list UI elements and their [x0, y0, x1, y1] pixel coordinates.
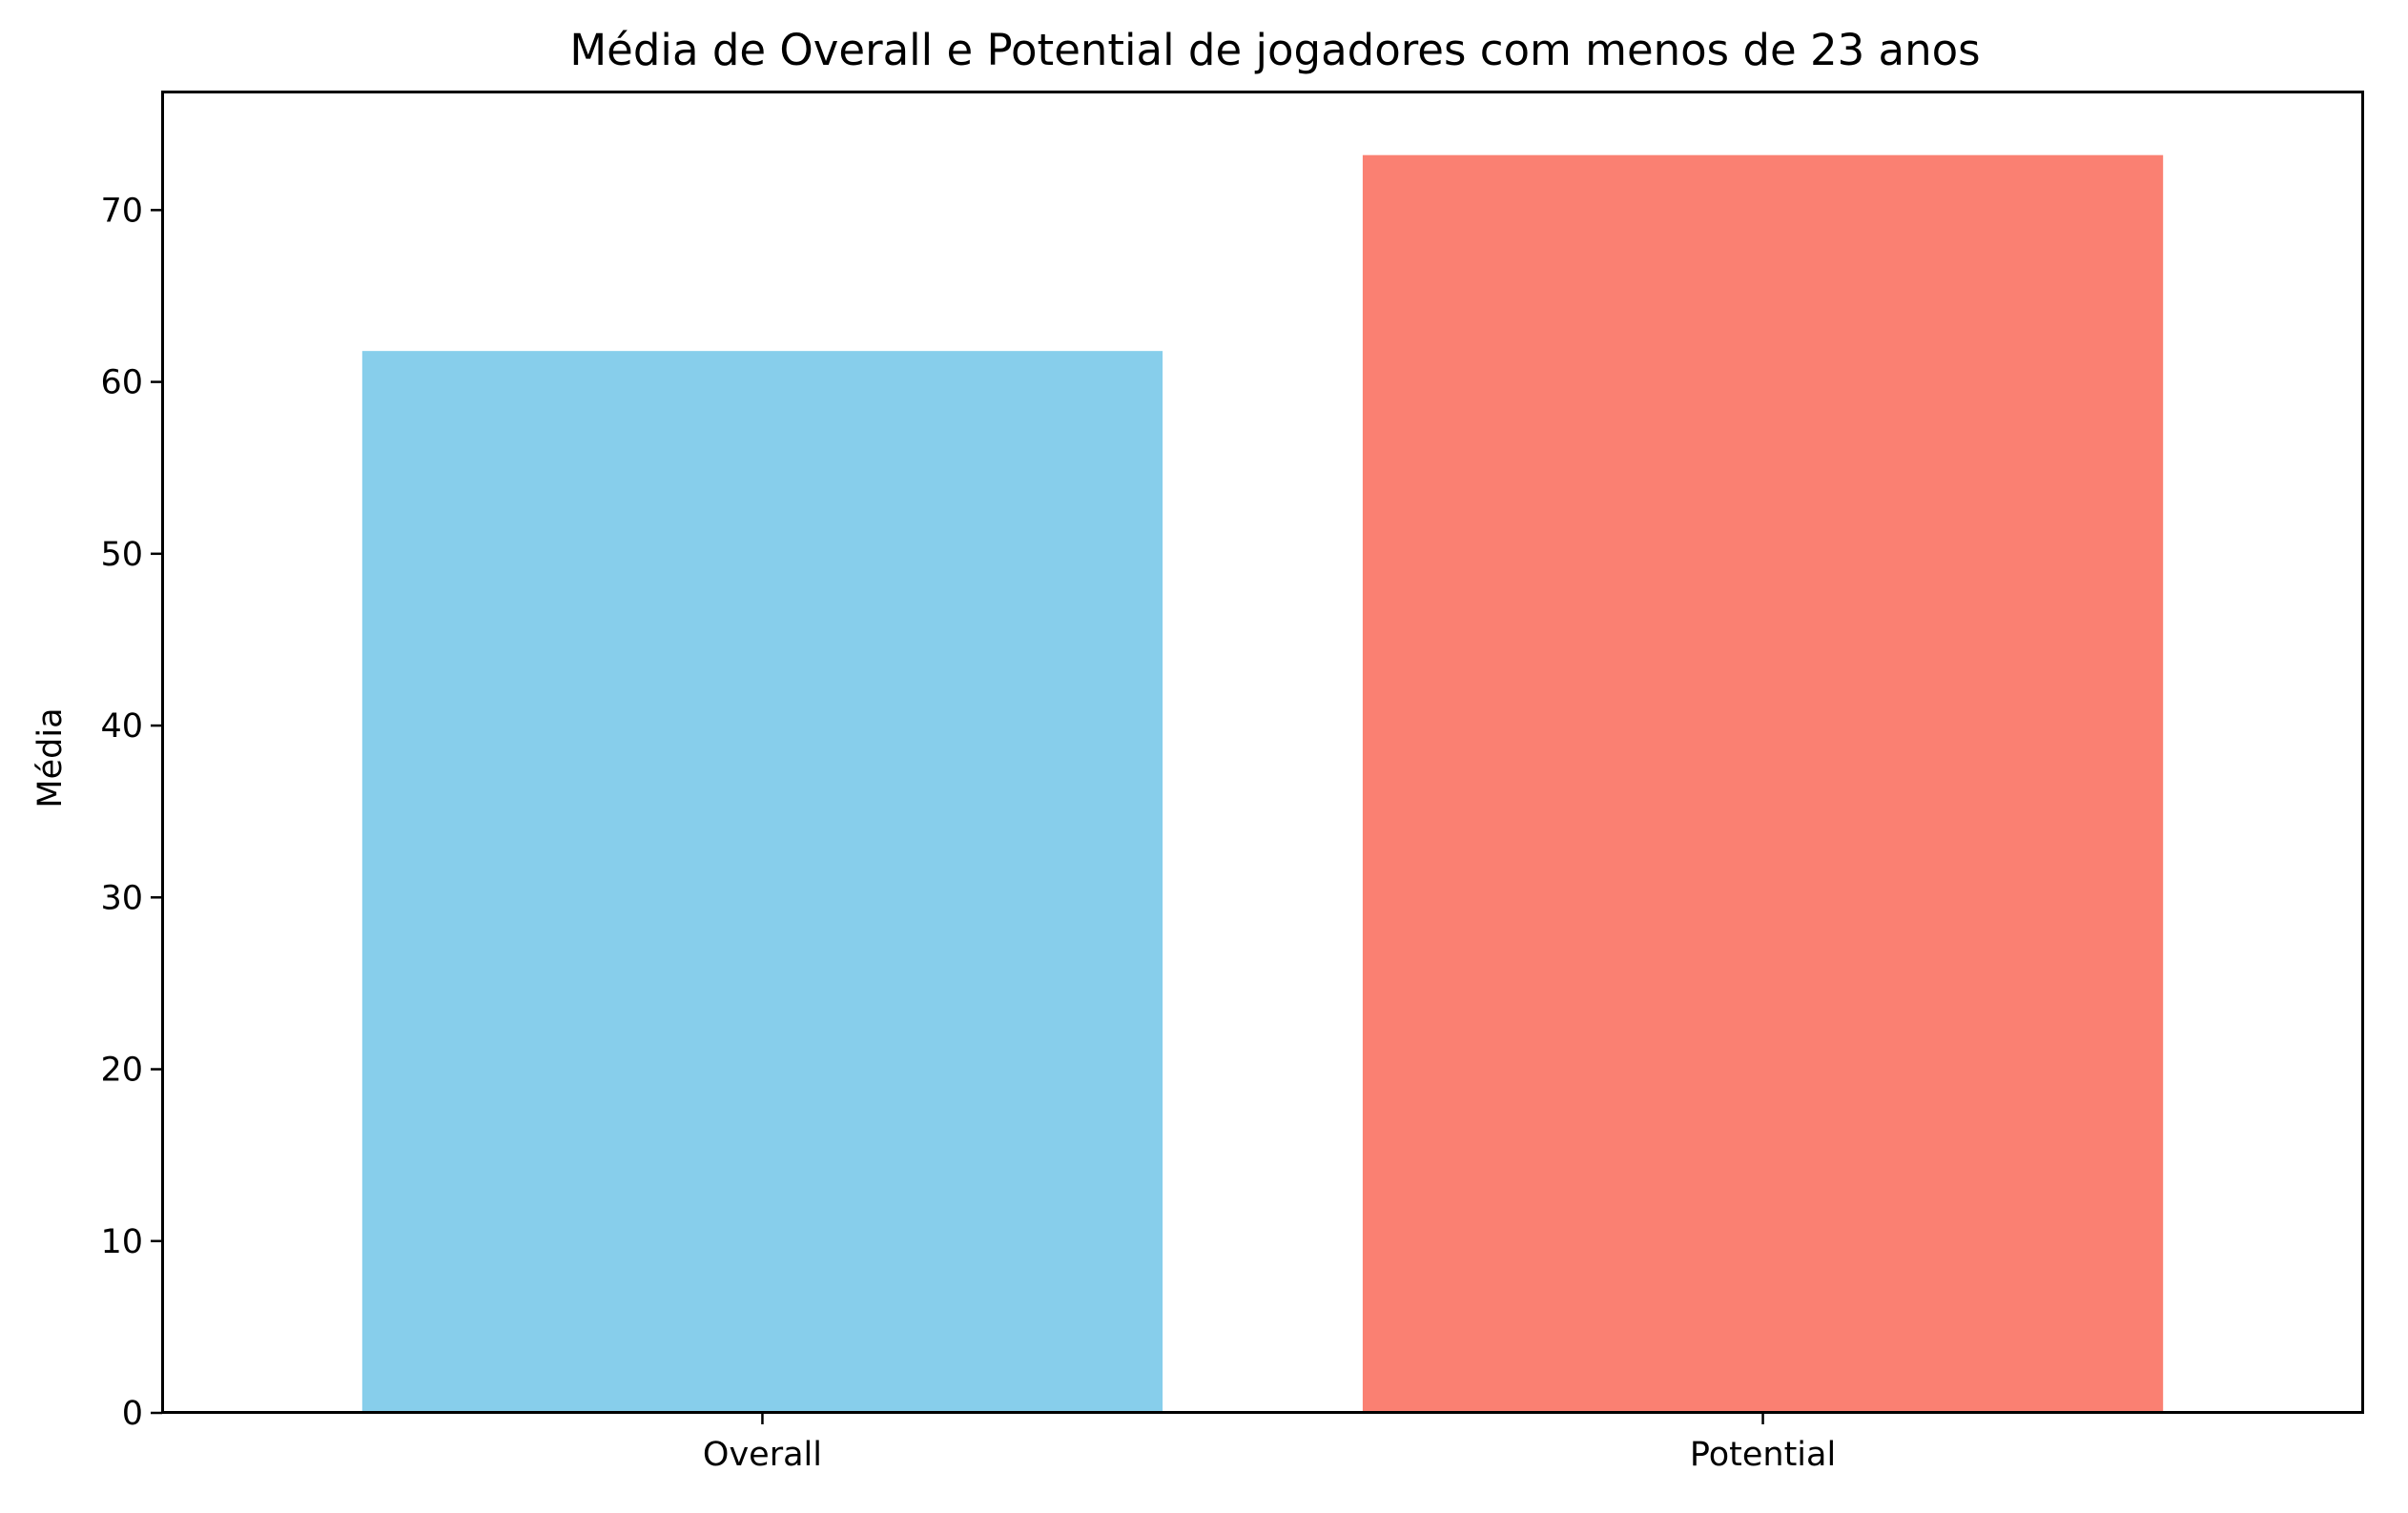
plot-frame: [161, 91, 2364, 1414]
y-axis: 0 10 20 30 40 50 60 70: [100, 192, 162, 1433]
y-tick-label: 40: [100, 707, 143, 746]
x-axis: Overall Potential: [703, 1413, 1836, 1474]
y-tick-label: 50: [100, 536, 143, 574]
x-tick-label-potential: Potential: [1690, 1436, 1836, 1474]
bars-layer: [361, 154, 2164, 1413]
x-tick-label-overall: Overall: [703, 1436, 822, 1474]
y-axis-label: Média: [31, 707, 70, 808]
y-tick-label: 0: [122, 1395, 143, 1433]
y-tick-label: 70: [100, 192, 143, 230]
y-tick-label: 30: [100, 879, 143, 917]
y-tick-label: 20: [100, 1052, 143, 1090]
y-tick-label: 10: [100, 1223, 143, 1261]
bar-overall: [361, 351, 1163, 1413]
bar-potential: [1362, 154, 2164, 1413]
y-tick-label: 60: [100, 364, 143, 402]
chart-title: Média de Overall e Potential de jogadore…: [569, 25, 1980, 75]
